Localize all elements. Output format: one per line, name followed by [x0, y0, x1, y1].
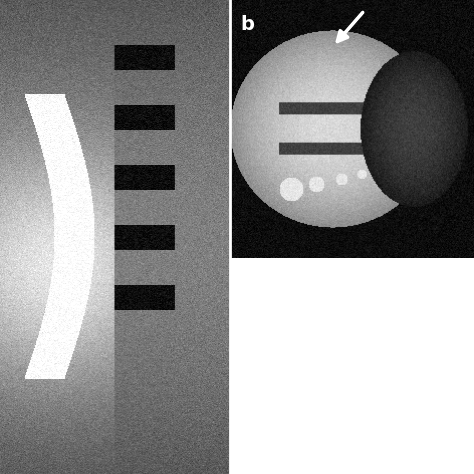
- Text: b: b: [241, 16, 255, 35]
